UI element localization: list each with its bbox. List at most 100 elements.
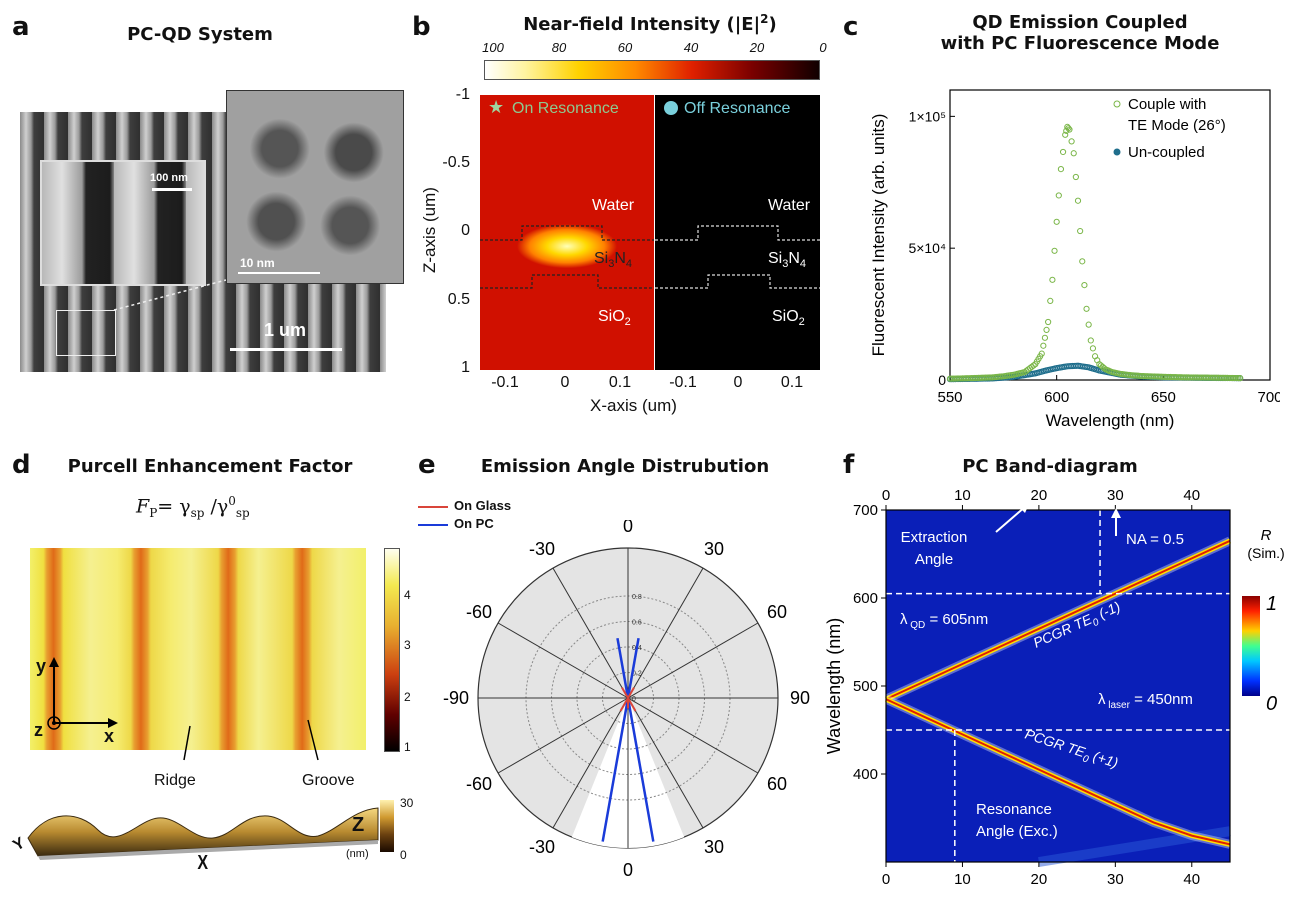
b-ytick: -1 [455, 86, 470, 103]
b-colorbar-tick: 0 [819, 40, 827, 55]
chart-c-point [1072, 173, 1079, 181]
chart-c-point [1043, 326, 1050, 334]
purcell-colorbar [384, 548, 400, 752]
panel-a-title: PC-QD System [127, 24, 273, 45]
b-sin-sub1: 3 [608, 258, 615, 271]
chart-c-xtick-label: 700 [1257, 389, 1280, 406]
b-colorbar-tick: 40 [683, 40, 699, 55]
chart-c-point [1057, 165, 1065, 173]
b-xtick: -0.1 [491, 374, 519, 391]
legend-glass-swatch [418, 505, 448, 508]
legend-glass: On Glass [418, 498, 511, 513]
b-xtick: -0.1 [669, 374, 697, 391]
legend-label-coupled-2: TE Mode (26°) [1128, 117, 1226, 134]
band-mode-plus-sub: 0 [1081, 753, 1090, 765]
b-sin-si: Si [594, 250, 609, 267]
b-label-on: On Resonance [512, 100, 619, 117]
band-ytick-label: 700 [853, 502, 878, 519]
b-water-off: Water [768, 197, 811, 214]
band-lambda-laser: λ laser = 450nm [1098, 691, 1193, 711]
band-lambda-laser-val: = 450nm [1130, 691, 1193, 708]
chart-c-ytick-label: 1×10⁵ [909, 108, 946, 124]
panel-c-title-1: QD Emission Coupled [972, 12, 1188, 33]
polar-angle-label: -30 [529, 539, 555, 559]
chart-c-xlabel: Wavelength (nm) [1046, 411, 1175, 430]
band-cb-label-r: R [1261, 527, 1272, 544]
scale-label-inset: 100 nm [150, 172, 188, 184]
scale-bar-inset [152, 188, 192, 191]
chart-c-point [1089, 345, 1097, 352]
band-cb-label-sim: (Sim.) [1247, 545, 1284, 561]
formula-sp: sp [190, 506, 205, 521]
b-sin-on: Si3N4 [594, 250, 632, 270]
panel-b-title: Near-field Intensity (|E|2) [480, 12, 820, 35]
polar-angle-label: -60 [466, 602, 492, 622]
band-cb-max: 1 [1266, 593, 1277, 615]
chart-c-point [1066, 126, 1073, 133]
band-xtick-top-label: 40 [1183, 487, 1200, 504]
b-sio-off: SiO2 [772, 308, 805, 328]
b-sin-si-off: Si [768, 250, 783, 267]
panel-letter-a: a [12, 12, 30, 42]
band-resonance-1: Resonance [976, 801, 1052, 818]
d-groove-label: Groove [302, 772, 355, 789]
band-xtick-top-label: 0 [882, 487, 890, 504]
chart-c-point [1059, 148, 1067, 156]
panel-f-title: PC Band-diagram [962, 456, 1138, 477]
formula-sup0: 0 [228, 494, 236, 508]
scale-label-main: 1 um [264, 320, 307, 340]
scale-bar-main [230, 348, 342, 351]
polar-series-glass [619, 687, 637, 712]
band-curve-core [885, 539, 1231, 701]
b-map-on [480, 95, 654, 370]
band-extraction-2: Angle [915, 551, 953, 568]
d-pointer-lines [183, 719, 319, 761]
d-colorbar-tick: 1 [404, 740, 411, 754]
legend-label-uncoupled: Un-coupled [1128, 144, 1205, 161]
b-sio-text-off: SiO [772, 308, 799, 325]
legend-pc: On PC [418, 516, 494, 531]
chart-c-point [1068, 138, 1075, 145]
b-colorbar [484, 60, 820, 80]
panel-c-title-2: with PC Fluorescence Mode [940, 33, 1220, 54]
star-icon: ★ [488, 97, 505, 117]
panel-letter-e: e [418, 450, 436, 480]
b-sio-on: SiO2 [598, 308, 631, 328]
chart-c-point [1053, 218, 1060, 225]
band-xtick-label: 0 [882, 871, 890, 888]
afm-tick-min: 0 [400, 848, 407, 862]
chart-c-ytick-label: 0 [938, 372, 946, 388]
band-extraction-1: Extraction [901, 529, 968, 546]
chart-c-ylabel: Fluorescent Intensity (arb. units) [869, 114, 888, 357]
chart-c-point [1040, 342, 1047, 349]
chart-c-point [1079, 258, 1086, 265]
d-axis-z: z [34, 720, 43, 740]
legend-pc-swatch [418, 523, 448, 526]
chart-c-point [1077, 227, 1084, 235]
band-xtick-top-label: 20 [1031, 487, 1048, 504]
band-arrow-extraction [995, 505, 1027, 533]
panel-letter-b: b [412, 12, 431, 42]
chart-c-point [1074, 197, 1082, 204]
band-ytick-label: 400 [853, 766, 878, 783]
b-sin-n: N [614, 250, 626, 267]
sem-selection-box [56, 310, 116, 356]
polar-angle-label: 60 [767, 774, 787, 794]
chart-c-xtick-label: 550 [937, 389, 962, 406]
d-axis-y: y [36, 656, 47, 676]
polar-angle-label: -30 [529, 837, 555, 857]
band-lambda-qd-val: = 605nm [925, 611, 988, 628]
b-sio-sub: 2 [624, 316, 631, 329]
d-ridge-label: Ridge [154, 772, 196, 789]
chart-c-point [1045, 318, 1052, 326]
chart-c-point [1047, 297, 1054, 305]
panel-e-title: Emission Angle Distrubution [480, 456, 770, 477]
formula-sp2: sp [235, 506, 250, 521]
polar-radial-tick: 0.2 [632, 671, 642, 678]
legend-glass-label: On Glass [454, 498, 512, 513]
band-ytick-label: 600 [853, 590, 878, 607]
chart-c-axes: 550 600 650 700 0 5×10⁴ 1×10⁵ Wavelength (nm) Fl… [869, 89, 1280, 430]
formula-f-sub: P [149, 506, 158, 521]
band-curve-core [885, 698, 1231, 846]
